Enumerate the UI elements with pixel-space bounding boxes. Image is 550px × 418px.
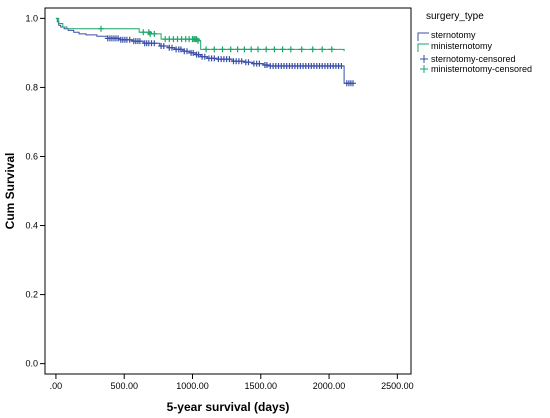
censor-mark-ministernotomy [211, 46, 218, 53]
survival-curve-ministernotomy [55, 17, 345, 52]
y-tick-label: 0.8 [25, 82, 38, 92]
censor-mark-sternotomy [256, 60, 263, 67]
legend-label-ministernotomy-censored: ministernotomy-censored [431, 64, 532, 74]
censor-mark-sternotomy [226, 56, 233, 63]
censor-mark-ministernotomy [263, 46, 270, 53]
x-tick-label: 2000.00 [313, 381, 346, 391]
censor-mark-ministernotomy [140, 29, 147, 36]
censor-mark-ministernotomy [287, 46, 294, 53]
censor-mark-sternotomy [195, 51, 202, 58]
censor-mark-sternotomy [211, 55, 218, 62]
censor-mark-sternotomy [126, 36, 133, 43]
y-tick-label: 0.4 [25, 221, 38, 231]
y-axis-title: Cum Survival [3, 153, 17, 230]
censor-mark-sternotomy [115, 35, 122, 42]
x-tick-label: 2500.00 [381, 381, 414, 391]
censor-mark-sternotomy [177, 46, 184, 53]
censor-mark-ministernotomy [203, 46, 210, 53]
censor-mark-sternotomy [338, 63, 345, 69]
censor-mark-ministernotomy [271, 46, 278, 53]
x-axis: .00 500.00 1000.00 1500.00 2000.00 2500.00 [50, 374, 414, 391]
censor-mark-sternotomy [245, 59, 252, 66]
censor-mark-ministernotomy [328, 46, 335, 53]
legend: surgery_type sternotomy ministernotomy s… [417, 11, 532, 74]
legend-item-ministernotomy-censored: ministernotomy-censored [420, 64, 532, 74]
censor-mark-ministernotomy [255, 46, 261, 53]
x-tick-label: 500.00 [110, 381, 138, 391]
censor-mark-ministernotomy [248, 46, 255, 53]
censor-mark-ministernotomy [151, 30, 158, 37]
censor-mark-sternotomy [350, 80, 356, 87]
censor-mark-ministernotomy [298, 46, 305, 53]
censor-mark-ministernotomy [319, 46, 326, 53]
censor-mark-sternotomy [169, 44, 175, 51]
legend-label-ministernotomy: ministernotomy [431, 41, 493, 51]
x-axis-title: 5-year survival (days) [167, 400, 290, 414]
y-tick-label: 0.2 [25, 290, 38, 300]
censor-mark-ministernotomy [227, 46, 234, 53]
legend-swatch-ministernotomy-censored [420, 65, 428, 73]
y-tick-label: 1.0 [25, 13, 38, 23]
censor-mark-ministernotomy [98, 25, 104, 32]
censor-mark-sternotomy [160, 43, 167, 49]
legend-title: surgery_type [426, 11, 484, 22]
legend-item-ministernotomy: ministernotomy [417, 41, 493, 52]
censor-mark-sternotomy [263, 62, 270, 68]
legend-item-sternotomy-censored: sternotomy-censored [420, 54, 516, 64]
censor-mark-ministernotomy [234, 46, 241, 53]
x-tick-label: .00 [50, 381, 63, 391]
censor-mark-ministernotomy [241, 46, 248, 53]
legend-item-sternotomy: sternotomy [417, 30, 476, 41]
legend-label-sternotomy-censored: sternotomy-censored [431, 54, 516, 64]
censor-mark-ministernotomy [219, 46, 226, 53]
censor-mark-sternotomy [151, 40, 158, 47]
censor-layer [98, 25, 356, 87]
y-tick-label: 0.6 [25, 151, 38, 161]
x-tick-label: 1500.00 [245, 381, 278, 391]
legend-swatch-sternotomy [417, 32, 429, 41]
plot-frame [44, 7, 412, 375]
legend-label-sternotomy: sternotomy [431, 30, 476, 40]
legend-swatch-sternotomy-censored [420, 55, 428, 63]
y-axis: 0.0 0.2 0.4 0.6 0.8 1.0 [25, 13, 45, 369]
censor-mark-ministernotomy [279, 46, 286, 53]
censor-mark-sternotomy [201, 53, 208, 60]
censor-mark-sternotomy [136, 38, 143, 45]
censor-mark-sternotomy [184, 48, 190, 55]
y-tick-label: 0.0 [25, 359, 38, 369]
censor-mark-sternotomy [238, 58, 245, 65]
censor-mark-ministernotomy [195, 37, 201, 44]
censor-mark-sternotomy [190, 49, 197, 56]
x-tick-label: 1000.00 [176, 381, 209, 391]
legend-swatch-ministernotomy [417, 43, 429, 52]
censor-mark-ministernotomy [309, 46, 316, 53]
